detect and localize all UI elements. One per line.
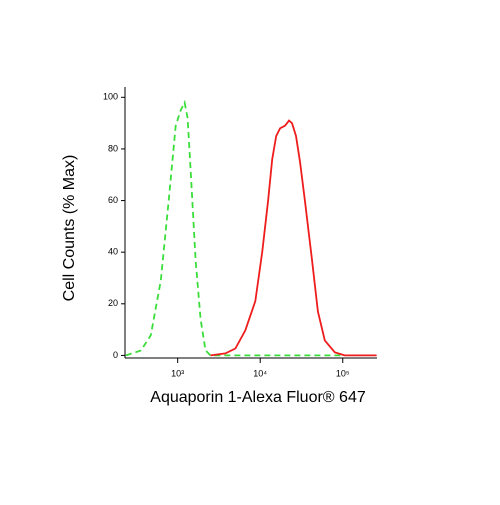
y-tick-label: 20 bbox=[108, 298, 118, 308]
x-tick-label: 10⁴ bbox=[253, 368, 267, 378]
y-tick-label: 0 bbox=[113, 350, 118, 360]
x-tick-label: 10³ bbox=[171, 368, 184, 378]
x-tick-label: 10⁵ bbox=[336, 368, 350, 378]
x-axis-label: Aquaporin 1-Alexa Fluor® 647 bbox=[150, 389, 366, 406]
y-axis-label: Cell Counts (% Max) bbox=[61, 155, 78, 302]
y-tick-label: 100 bbox=[103, 92, 118, 102]
y-tick-label: 60 bbox=[108, 195, 118, 205]
series-line bbox=[125, 99, 345, 357]
y-tick-label: 80 bbox=[108, 143, 118, 153]
y-tick-label: 40 bbox=[108, 247, 118, 257]
series-line bbox=[210, 119, 377, 357]
